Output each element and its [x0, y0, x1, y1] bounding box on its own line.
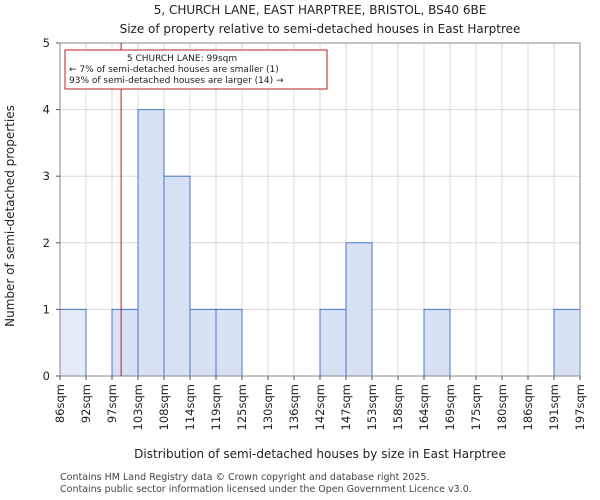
y-tick-label: 0	[43, 369, 50, 383]
y-ticks: 0 1 2 3 4 5	[43, 36, 60, 383]
x-tick-label: 197sqm	[573, 384, 587, 430]
bar	[345, 242, 373, 377]
x-tick-label: 180sqm	[495, 384, 509, 430]
x-tick-label: 158sqm	[391, 384, 405, 430]
footer-line-1: Contains HM Land Registry data © Crown c…	[60, 472, 430, 483]
x-tick-label: 175sqm	[469, 384, 483, 430]
x-tick-label: 191sqm	[547, 384, 561, 430]
y-tick-label: 3	[43, 169, 50, 183]
footer-line-2: Contains public sector information licen…	[60, 484, 472, 495]
annotation-larger: 93% of semi-detached houses are larger (…	[69, 76, 284, 86]
bar	[319, 308, 347, 377]
x-tick-label: 164sqm	[417, 384, 431, 430]
x-tick-label: 142sqm	[313, 384, 327, 430]
x-tick-label: 147sqm	[339, 384, 353, 430]
x-tick-label: 97sqm	[105, 384, 119, 423]
x-tick-label: 125sqm	[235, 384, 249, 430]
chart-subtitle: Size of property relative to semi-detach…	[120, 22, 521, 36]
x-ticks: 86sqm 92sqm 97sqm 103sqm 108sqm 114sqm 119sqm 1…	[53, 376, 587, 430]
x-tick-label: 130sqm	[261, 384, 275, 430]
bar	[215, 308, 243, 377]
y-tick-label: 1	[43, 302, 50, 316]
annotation-border	[64, 49, 328, 90]
y-tick-label: 4	[43, 103, 50, 117]
x-tick-label: 136sqm	[287, 384, 301, 430]
bar	[189, 308, 217, 377]
x-tick-label: 103sqm	[131, 384, 145, 430]
x-tick-label: 92sqm	[79, 384, 93, 423]
y-axis-label: Number of semi-detached properties	[3, 105, 17, 327]
chart-title: 5, CHURCH LANE, EAST HARPTREE, BRISTOL, …	[154, 3, 487, 17]
x-tick-label: 186sqm	[521, 384, 535, 430]
x-tick-label: 119sqm	[209, 384, 223, 430]
x-tick-label: 169sqm	[443, 384, 457, 430]
annotation-title: 5 CHURCH LANE: 99sqm	[127, 54, 237, 64]
bar	[553, 308, 581, 377]
bar	[163, 175, 191, 377]
y-tick-label: 5	[43, 36, 50, 50]
x-tick-label: 108sqm	[157, 384, 171, 430]
bar	[59, 308, 87, 377]
chart: 5, CHURCH LANE, EAST HARPTREE, BRISTOL, …	[3, 3, 587, 461]
bar	[137, 109, 165, 377]
bars	[59, 109, 581, 377]
x-axis-label: Distribution of semi-detached houses by …	[134, 447, 506, 461]
x-tick-label: 114sqm	[183, 384, 197, 430]
annotation-smaller: ← 7% of semi-detached houses are smaller…	[69, 65, 279, 75]
annotation-box: 5 CHURCH LANE: 99sqm ← 7% of semi-detach…	[64, 49, 328, 90]
bar	[423, 308, 451, 377]
x-tick-label: 86sqm	[53, 384, 67, 423]
y-tick-label: 2	[43, 236, 50, 250]
bar	[111, 308, 139, 377]
x-tick-label: 153sqm	[365, 384, 379, 430]
